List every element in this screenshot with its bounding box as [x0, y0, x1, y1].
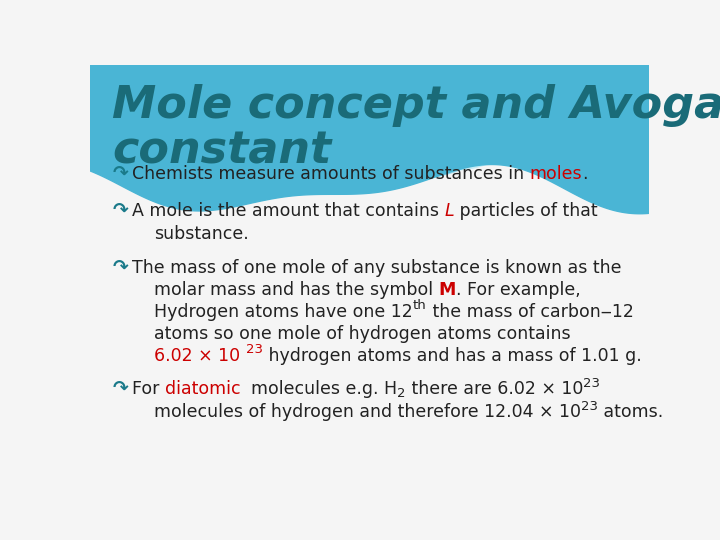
Text: L: L [444, 202, 454, 220]
Text: there are 6.02 × 10: there are 6.02 × 10 [406, 380, 583, 398]
Text: constant: constant [112, 129, 332, 172]
Text: Hydrogen atoms have one 12: Hydrogen atoms have one 12 [154, 303, 413, 321]
Text: molar mass and has the symbol: molar mass and has the symbol [154, 281, 438, 299]
Text: 23: 23 [583, 376, 600, 390]
Text: 23: 23 [246, 343, 263, 356]
Text: 2: 2 [397, 387, 406, 401]
Text: ↷: ↷ [112, 379, 128, 398]
Text: atoms.: atoms. [598, 403, 663, 421]
Text: The mass of one mole of any substance is known as the: The mass of one mole of any substance is… [132, 259, 621, 276]
Text: diatomic: diatomic [165, 380, 240, 398]
Text: For: For [132, 380, 165, 398]
Text: 6.02 × 10: 6.02 × 10 [154, 347, 246, 365]
Text: molecules of hydrogen and therefore 12.04 × 10: molecules of hydrogen and therefore 12.0… [154, 403, 581, 421]
Text: molecules e.g. H: molecules e.g. H [240, 380, 397, 398]
Text: hydrogen atoms and has a mass of 1.01 g.: hydrogen atoms and has a mass of 1.01 g. [263, 347, 642, 365]
Text: Mole concept and Avogadro’s: Mole concept and Avogadro’s [112, 84, 720, 126]
Text: ↷: ↷ [112, 258, 128, 276]
Text: atoms so one mole of hydrogen atoms contains: atoms so one mole of hydrogen atoms cont… [154, 325, 571, 343]
Text: M: M [438, 281, 456, 299]
Text: moles: moles [529, 165, 582, 183]
Text: particles of that: particles of that [454, 202, 598, 220]
Text: substance.: substance. [154, 225, 249, 244]
Text: . For example,: . For example, [456, 281, 581, 299]
Text: th: th [413, 299, 427, 312]
Text: the mass of carbon‒12: the mass of carbon‒12 [427, 303, 634, 321]
Text: 23: 23 [581, 400, 598, 413]
Text: Chemists measure amounts of substances in: Chemists measure amounts of substances i… [132, 165, 529, 183]
Text: A mole is the amount that contains: A mole is the amount that contains [132, 202, 444, 220]
Text: .: . [582, 165, 588, 183]
Text: ↷: ↷ [112, 164, 128, 183]
Text: ↷: ↷ [112, 201, 128, 220]
